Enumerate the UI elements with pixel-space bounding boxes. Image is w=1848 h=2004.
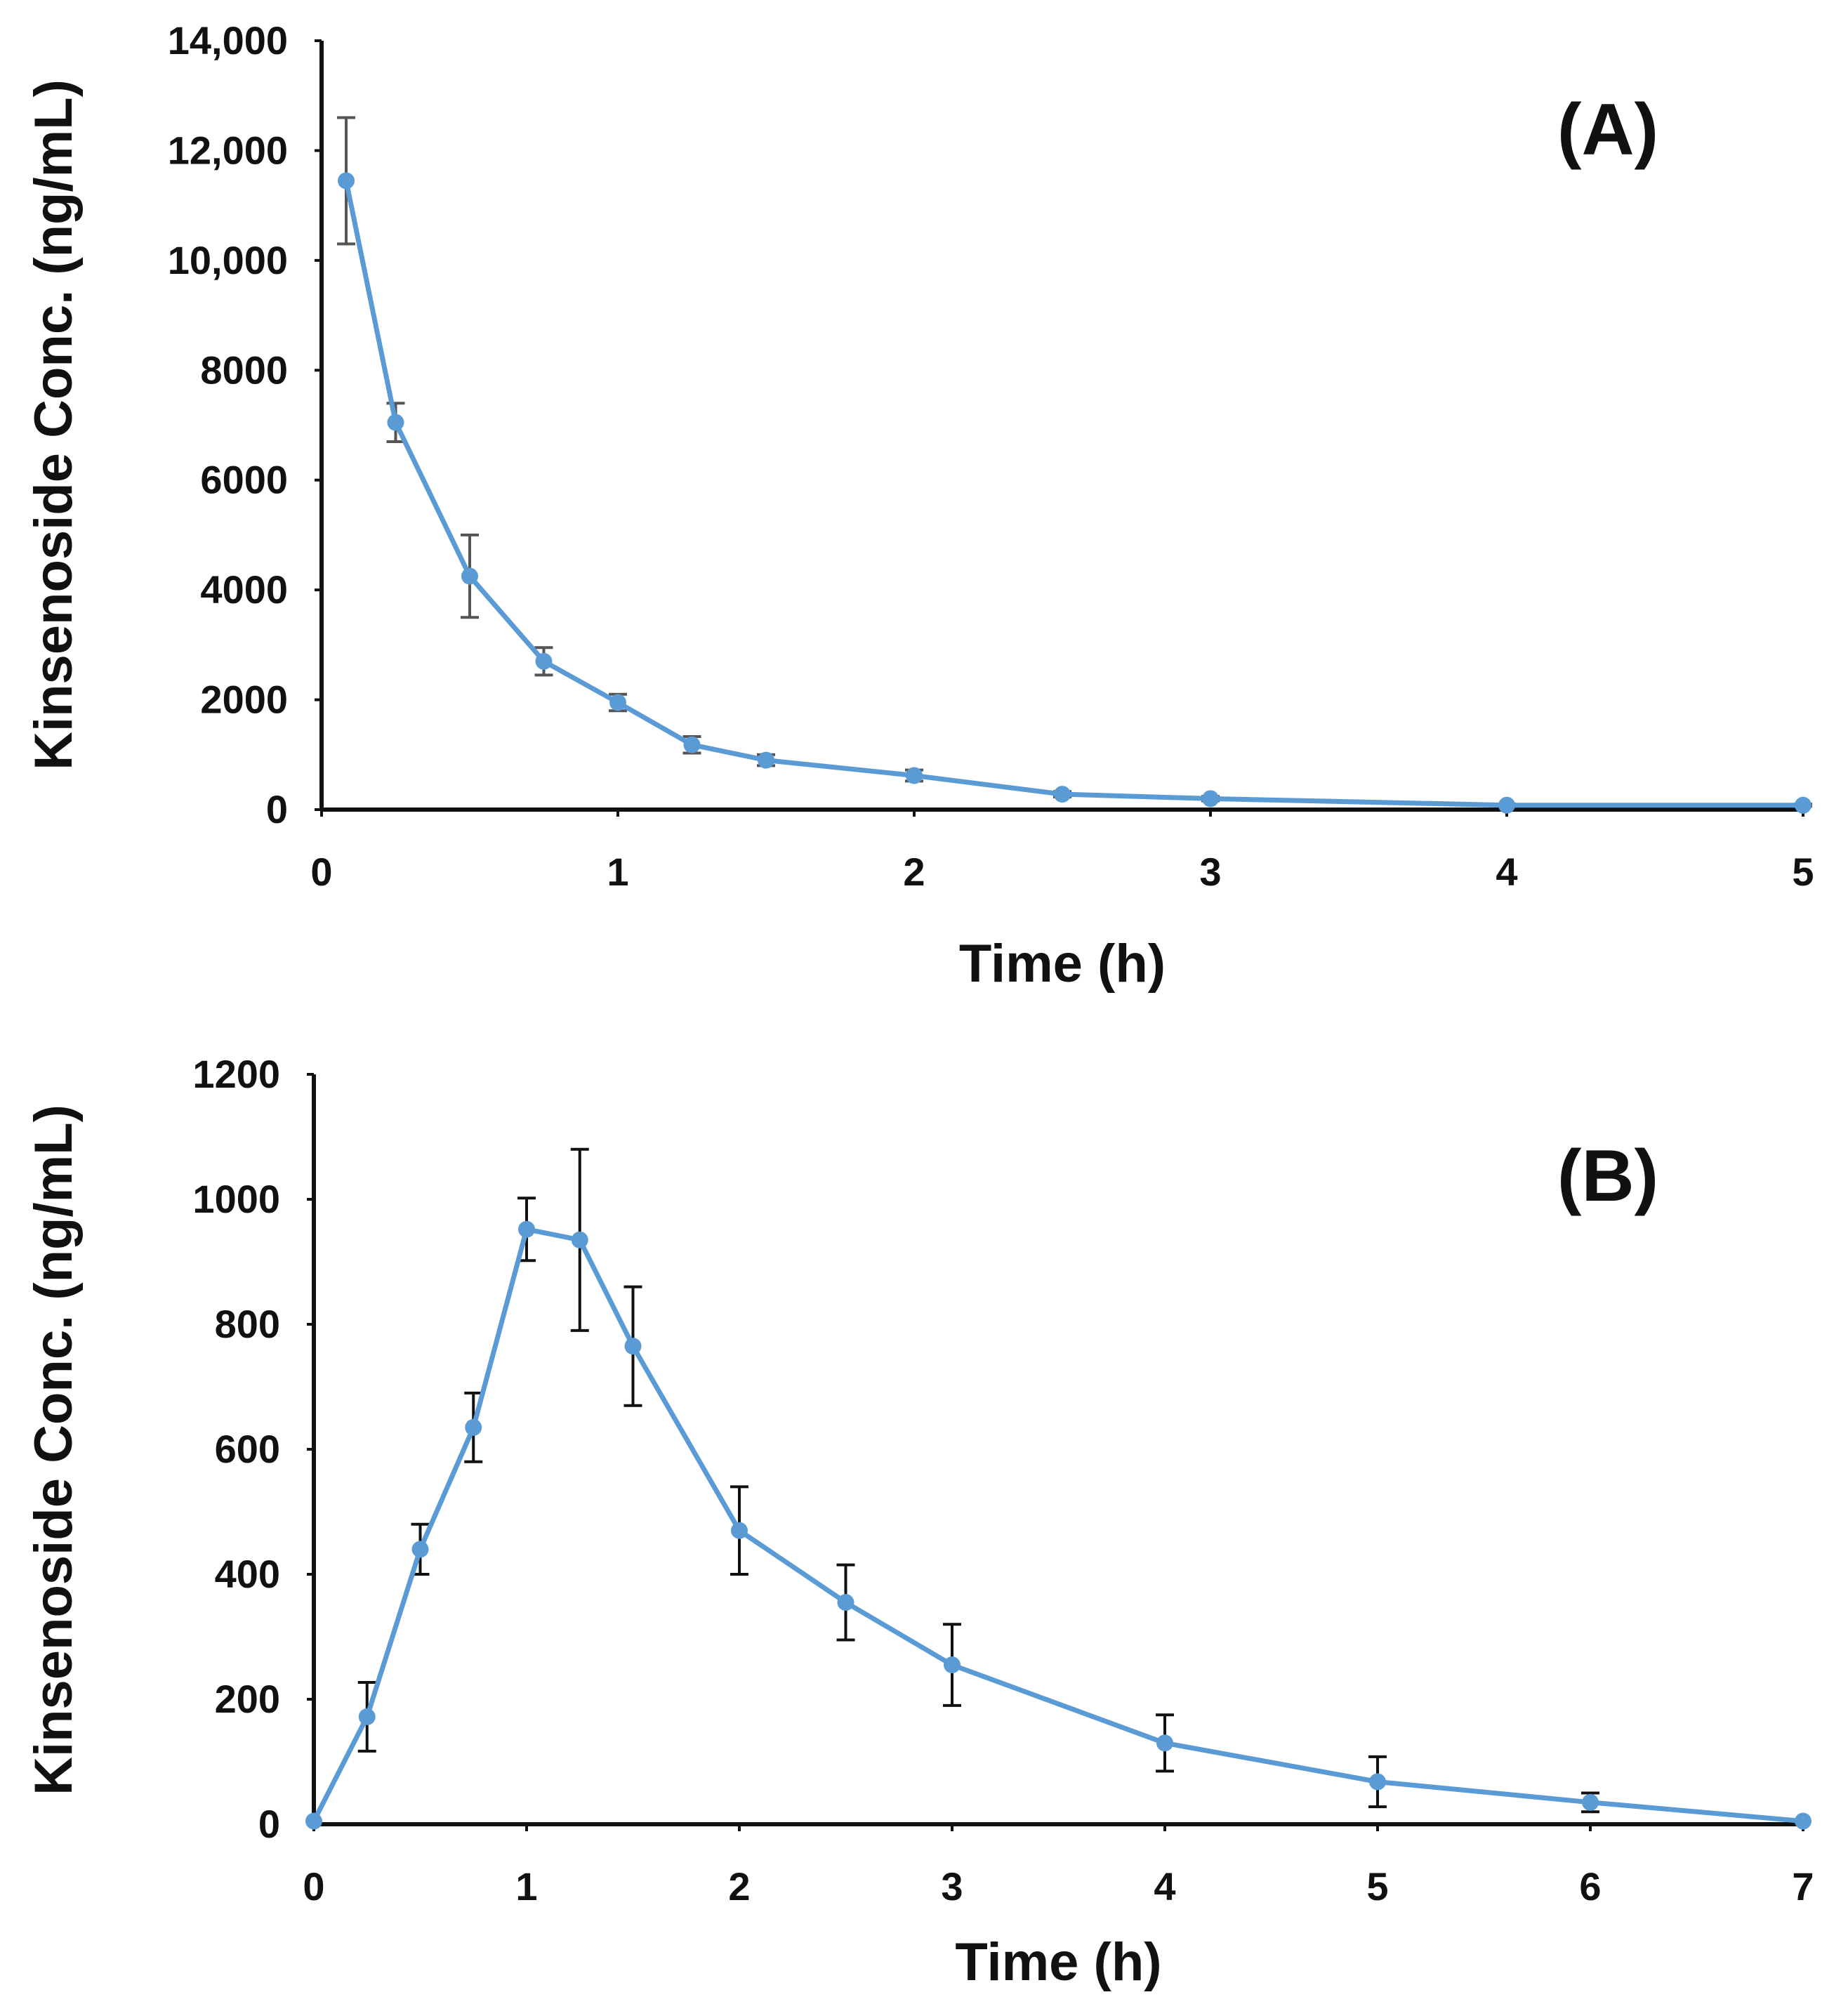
y-axis-title: Kinsenoside Conc. (ng/mL) [24, 1105, 84, 1795]
y-tick-label: 8000 [200, 348, 288, 392]
y-tick-label: 0 [258, 1802, 280, 1846]
data-point [906, 767, 923, 784]
data-point [518, 1220, 535, 1238]
data-point [683, 736, 701, 753]
data-point [758, 751, 774, 769]
data-point [731, 1522, 748, 1539]
data-point [837, 1594, 854, 1611]
data-point [358, 1708, 376, 1725]
y-tick-label: 0 [266, 787, 288, 831]
y-tick-label: 800 [215, 1302, 280, 1346]
x-tick-label: 4 [1154, 1864, 1175, 1909]
data-point [305, 1812, 322, 1830]
data-point [535, 652, 553, 670]
x-tick-label: 7 [1792, 1864, 1814, 1909]
data-point [411, 1541, 429, 1558]
y-tick-label: 14,000 [168, 18, 288, 62]
data-point [1795, 1812, 1811, 1830]
data-point [461, 567, 478, 585]
y-tick-label: 200 [215, 1677, 280, 1721]
data-point [624, 1338, 642, 1355]
data-point [1369, 1773, 1386, 1791]
y-tick-label: 400 [215, 1552, 280, 1596]
data-point [338, 172, 355, 190]
x-tick-label: 3 [941, 1864, 963, 1909]
data-point [609, 694, 626, 711]
y-tick-label: 1200 [192, 1052, 280, 1096]
x-tick-label: 1 [515, 1864, 537, 1909]
data-point [465, 1418, 482, 1436]
data-point [1498, 796, 1515, 814]
x-tick-label: 0 [303, 1864, 324, 1909]
series-line [311, 1227, 1806, 1824]
data-point [387, 414, 404, 431]
y-tick-label: 6000 [200, 458, 288, 502]
y-tick-label: 10,000 [168, 238, 288, 282]
panel-label: (A) [1557, 89, 1658, 171]
data-point [1795, 796, 1811, 814]
data-point [571, 1231, 588, 1248]
x-tick-label: 1 [607, 850, 628, 894]
x-tick-label: 6 [1579, 1864, 1601, 1909]
chart-b: 0 200 400 600 800 1000 1200 0 1 2 3 4 5 6 7 Time (h) Kin… [24, 1052, 1814, 1992]
x-tick-label: 0 [310, 850, 332, 894]
data-point [944, 1656, 961, 1674]
x-tick-label: 3 [1199, 850, 1221, 894]
x-axis-title: Time (h) [955, 1932, 1161, 1992]
y-tick-label: 12,000 [168, 128, 288, 172]
x-axis-title: Time (h) [959, 934, 1166, 994]
y-axis-title: Kinsenoside Conc. (ng/mL) [24, 79, 84, 770]
y-tick-label: 4000 [200, 567, 288, 612]
panel-label: (B) [1557, 1135, 1658, 1217]
x-tick-label: 5 [1366, 1864, 1388, 1909]
chart-a: 0 2000 4000 6000 8000 10,000 12,000 14,000 0 1 2 3 4… [24, 18, 1814, 994]
x-tick-label: 4 [1496, 850, 1517, 894]
x-tick-label: 2 [728, 1864, 750, 1909]
y-tick-label: 2000 [200, 678, 288, 722]
series-line [343, 178, 1806, 808]
x-tick-label: 5 [1792, 850, 1814, 894]
data-point [1054, 786, 1071, 803]
y-tick-label: 1000 [192, 1177, 280, 1221]
data-point [1582, 1793, 1599, 1811]
data-point [1202, 790, 1219, 807]
x-tick-label: 2 [903, 850, 925, 894]
y-tick-label: 600 [215, 1427, 280, 1471]
data-point [1156, 1734, 1173, 1752]
